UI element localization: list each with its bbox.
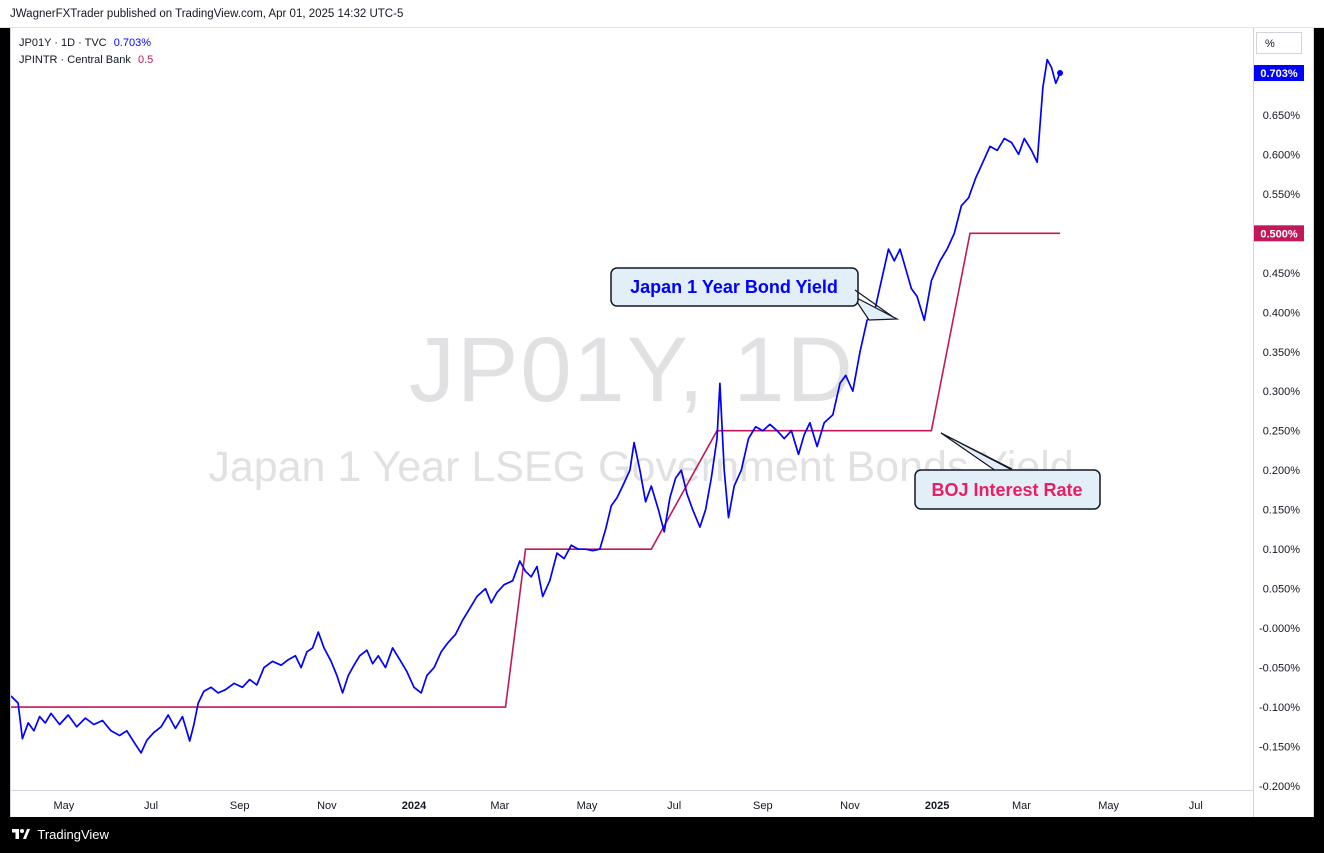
yield-price-badge-bg (1254, 65, 1304, 82)
y-tick-label: 0.650% (1263, 110, 1301, 122)
x-tick-label: 2024 (402, 800, 427, 812)
legend-yield-label: JP01Y · 1D · TVC (19, 37, 107, 49)
publisher-text: JWagnerFXTrader published on TradingView… (10, 8, 404, 20)
boj-callout-box (914, 469, 1101, 510)
x-tick-label: May (53, 800, 74, 812)
y-tick-label: 0.100% (1263, 544, 1301, 556)
y-tick-label: 0.550% (1263, 189, 1301, 201)
price-axis[interactable]: 0.650% 0.600% 0.550% 0.500% 0.450% 0.400% 0.35… (1253, 28, 1314, 817)
x-tick-label: Jul (1189, 800, 1203, 812)
y-tick-label: 0.150% (1263, 505, 1301, 517)
x-tick-label: Jul (667, 800, 681, 812)
bond-yield-line (11, 58, 1061, 754)
boj-callout-pointer (940, 432, 1013, 470)
tradingview-logo[interactable]: TradingView (12, 827, 109, 842)
chart-frame[interactable]: JP01Y, 1D Japan 1 Year LSEG Government B… (10, 28, 1314, 817)
legend-yield-value: 0.703% (113, 37, 151, 49)
y-tick-label: 0.200% (1263, 465, 1301, 477)
y-tick-label: -0.050% (1259, 663, 1300, 675)
x-tick-label: Nov (840, 800, 860, 812)
yield-price-badge-text: 0.703% (1260, 68, 1298, 80)
yield-callout-text: Japan 1 Year Bond Yield (630, 277, 838, 297)
watermark-symbol: JP01Y, 1D (409, 319, 855, 421)
yield-callout-tail (852, 295, 900, 321)
x-tick-label: 2025 (925, 800, 949, 812)
price-axis-svg: 0.650% 0.600% 0.550% 0.500% 0.450% 0.400% 0.35… (1254, 65, 1304, 793)
x-tick-label: Nov (317, 800, 337, 812)
x-tick-label: Mar (490, 800, 509, 812)
legend-rate-value: 0.5 (137, 54, 154, 66)
x-tick-label: Sep (753, 800, 773, 812)
footer-bar: TradingView (0, 817, 1324, 853)
boj-callout-text: BOJ Interest Rate (931, 480, 1082, 500)
x-tick-label: May (1098, 800, 1119, 812)
y-tick-label: -0.100% (1259, 702, 1300, 714)
chart-svg: Japan 1 Year Bond Yield BOJ Interest Rate (11, 58, 1101, 754)
y-tick-label: 0.300% (1263, 386, 1301, 398)
y-tick-label: 0.600% (1263, 149, 1301, 161)
y-tick-label: 0.250% (1263, 426, 1301, 438)
tradingview-logo-icon (12, 829, 30, 839)
rate-price-badge-bg (1254, 225, 1304, 242)
y-tick-label: 0.350% (1263, 347, 1301, 359)
legend-row-yield[interactable]: JP01Y · 1D · TVC 0.703% (19, 35, 153, 52)
yield-callout-pointer (854, 289, 894, 318)
plot-area[interactable]: JP01Y, 1D Japan 1 Year LSEG Government B… (11, 28, 1253, 790)
percent-scale-button[interactable]: % (1256, 32, 1302, 54)
y-tick-label: -0.000% (1259, 623, 1300, 635)
yield-last-point (1057, 70, 1064, 77)
y-tick-label: -0.200% (1259, 781, 1300, 793)
tradingview-brand-text: TradingView (37, 827, 109, 842)
yield-callout-box (610, 267, 859, 307)
y-tick-label: 0.050% (1263, 584, 1301, 596)
x-tick-label: Sep (230, 800, 250, 812)
rate-price-badge-text: 0.500% (1260, 228, 1298, 240)
x-tick-label: Jul (144, 800, 158, 812)
publisher-header: JWagnerFXTrader published on TradingView… (0, 0, 1324, 28)
legend-rate-label: JPINTR · Central Bank (19, 54, 131, 66)
y-tick-label: 0.450% (1263, 268, 1301, 280)
boj-rate-line (11, 232, 1061, 708)
y-tick-label: 0.400% (1263, 307, 1301, 319)
y-tick-label: -0.150% (1259, 742, 1300, 754)
series-legend[interactable]: JP01Y · 1D · TVC 0.703% JPINTR · Central… (19, 35, 153, 69)
time-axis[interactable]: May Jul Sep Nov 2024 Mar May Jul Sep Nov 2025 Mar Ma… (11, 790, 1253, 817)
x-tick-label: Mar (1012, 800, 1031, 812)
legend-row-rate[interactable]: JPINTR · Central Bank 0.5 (19, 52, 153, 69)
time-axis-svg: May Jul Sep Nov 2024 Mar May Jul Sep Nov 2025 Mar Ma… (53, 800, 1203, 812)
x-tick-label: May (577, 800, 598, 812)
